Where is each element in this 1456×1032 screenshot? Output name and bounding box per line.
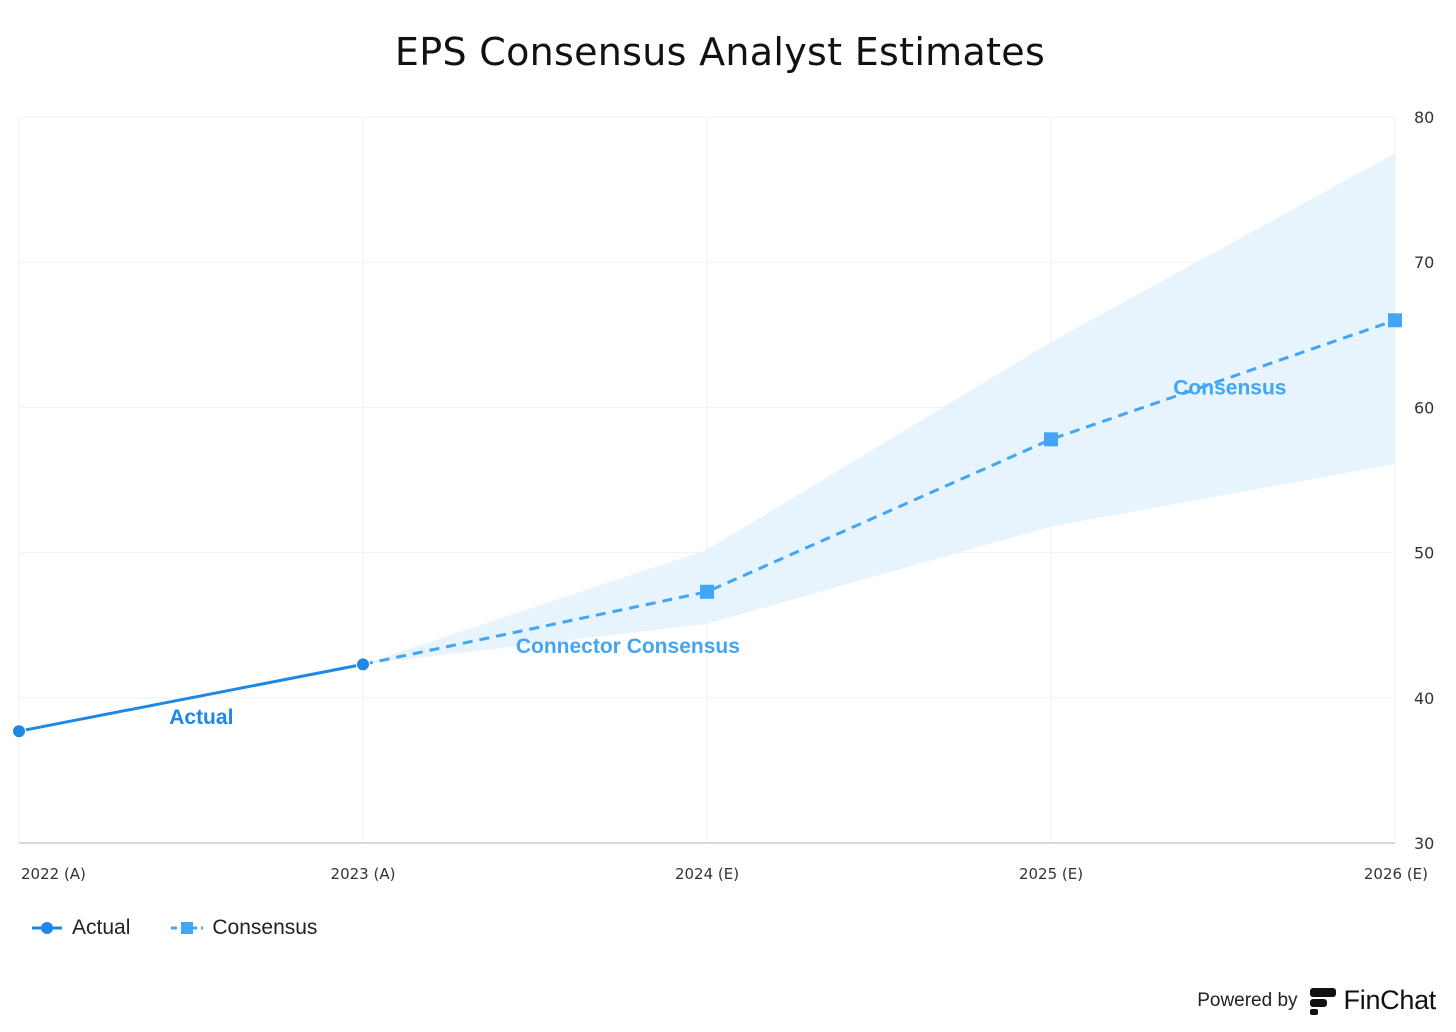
finchat-logo-icon — [1309, 987, 1336, 1015]
x-tick-label: 2025 (E) — [1019, 865, 1083, 883]
chart-title: EPS Consensus Analyst Estimates — [394, 30, 1046, 74]
legend-item-actual[interactable]: Actual — [30, 916, 130, 940]
actual-point — [12, 724, 26, 739]
y-tick-label: 50 — [1414, 544, 1434, 563]
consensus-point — [1388, 313, 1402, 328]
x-tick-label: 2023 (A) — [331, 865, 396, 883]
series-line-actual — [18, 662, 364, 733]
x-tick-label: 2022 (A) — [21, 865, 86, 883]
series-annotation-label: Connector Consensus — [516, 635, 740, 658]
chart-legend: Actual Consensus — [30, 916, 357, 940]
legend-actual-icon — [32, 922, 62, 934]
consensus-point — [700, 584, 714, 599]
x-tick-label: 2026 (E) — [1364, 865, 1428, 883]
finchat-brand-name: FinChat — [1343, 985, 1437, 1015]
consensus-range-band — [363, 153, 1395, 665]
x-tick-label: 2024 (E) — [675, 865, 739, 883]
y-tick-label: 80 — [1414, 108, 1434, 127]
y-tick-label: 70 — [1414, 253, 1434, 272]
series-line-consensus — [362, 318, 1396, 666]
y-tick-label: 40 — [1414, 689, 1434, 708]
legend-item-consensus[interactable]: Consensus — [170, 916, 317, 940]
legend-label-actual: Actual — [72, 916, 131, 939]
legend-label-consensus: Consensus — [212, 916, 318, 939]
legend-consensus-icon — [171, 922, 204, 934]
y-tick-label: 60 — [1414, 398, 1434, 417]
series-annotation-label: Actual — [169, 706, 233, 729]
consensus-point — [1044, 432, 1058, 447]
powered-by-label: Powered by — [1197, 989, 1298, 1011]
actual-point — [356, 657, 370, 672]
series-annotation-label: Consensus — [1173, 376, 1286, 399]
powered-by-footer[interactable]: Powered by FinChat — [1197, 985, 1436, 1016]
y-tick-label: 30 — [1414, 834, 1434, 853]
